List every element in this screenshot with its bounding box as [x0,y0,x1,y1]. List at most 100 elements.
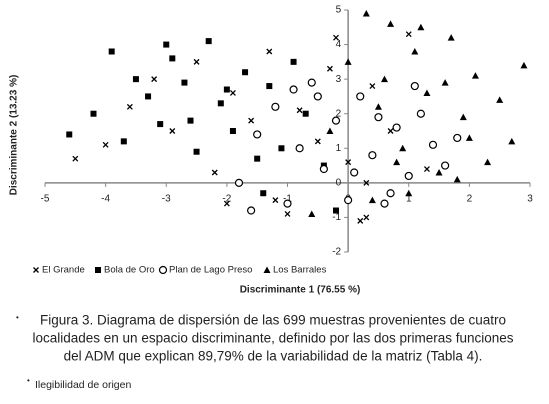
point [411,47,419,55]
y-tick-label: 0 [336,177,342,188]
x-axis-label: Discriminante 1 (76.55 %) [240,285,361,296]
point [374,103,382,110]
point [289,85,298,94]
x-tick-label: -5 [41,193,50,204]
point [169,55,176,62]
point [380,199,389,208]
y-axis-label: Discriminante 2 (13.23 %) [9,75,20,196]
footnote: Ilegibilidad de origen [35,379,131,391]
point [331,116,341,125]
point [295,144,304,153]
point [344,196,353,205]
point [169,128,176,134]
point [363,214,370,221]
legend-label: Los Barrales [273,265,327,276]
x-tick-label: -1 [283,193,292,204]
point [163,41,170,48]
point [90,110,97,117]
point [363,179,370,186]
point [72,155,79,162]
point [223,86,230,93]
point [435,168,443,176]
y-tick-label: 4 [336,39,342,50]
point [393,158,401,166]
x-tick-label: 3 [527,193,533,204]
point [229,128,236,134]
point [247,206,256,215]
caption-line: localidades en un espacio discriminante,… [32,331,513,346]
point [296,107,303,114]
point [465,134,473,141]
point [369,83,376,90]
point [205,38,212,45]
point [108,48,115,55]
point [229,90,236,96]
point [441,161,450,170]
point [314,138,321,145]
legend-label: El Grande [42,265,85,276]
point [145,93,152,100]
point [290,58,297,65]
point [157,121,164,128]
x-tick-label: 1 [406,193,412,204]
legend-symbol [33,267,39,273]
point [284,211,291,217]
y-tick-label: -1 [332,212,341,223]
point [374,113,383,122]
point [242,69,249,76]
y-tick-label: -2 [332,247,341,258]
y-tick-label: 5 [336,5,342,16]
point [381,75,388,83]
point [459,113,467,121]
point [447,34,455,41]
point [428,140,438,149]
point [368,151,377,160]
legend-symbol [95,267,101,273]
bullet: • [16,313,19,322]
point [357,217,364,224]
point [102,141,109,148]
point [253,130,262,139]
y-tick-label: 1 [336,143,342,154]
legend-symbol [158,265,168,275]
point [319,164,328,174]
point [404,171,413,181]
point [423,89,431,96]
point [362,9,370,17]
point [453,133,462,143]
legend-symbol [263,266,271,273]
point [302,110,309,117]
point [410,81,419,91]
point [405,31,412,38]
point [392,123,401,132]
x-tick-label: 2 [467,193,473,204]
point [120,138,127,145]
point [345,159,352,166]
legend-label: Bola de Oro [104,265,155,276]
point [266,48,273,55]
point [508,137,516,145]
point [187,117,194,124]
point [307,78,316,87]
point [471,72,479,79]
point [132,76,139,83]
point [387,128,394,134]
point [151,76,158,83]
x-tick-label: -3 [162,193,171,204]
caption-line: del ADM que explican 89,79% de la variab… [64,349,483,364]
point [126,103,133,110]
y-tick-label: 3 [336,74,342,85]
point [386,189,395,198]
point [278,145,285,152]
point [484,158,492,166]
point [248,117,255,124]
x-tick-label: -4 [101,193,110,204]
point [496,96,504,103]
point [266,83,273,90]
point [66,131,73,138]
point [326,65,333,72]
point [217,100,224,107]
point [211,169,218,176]
